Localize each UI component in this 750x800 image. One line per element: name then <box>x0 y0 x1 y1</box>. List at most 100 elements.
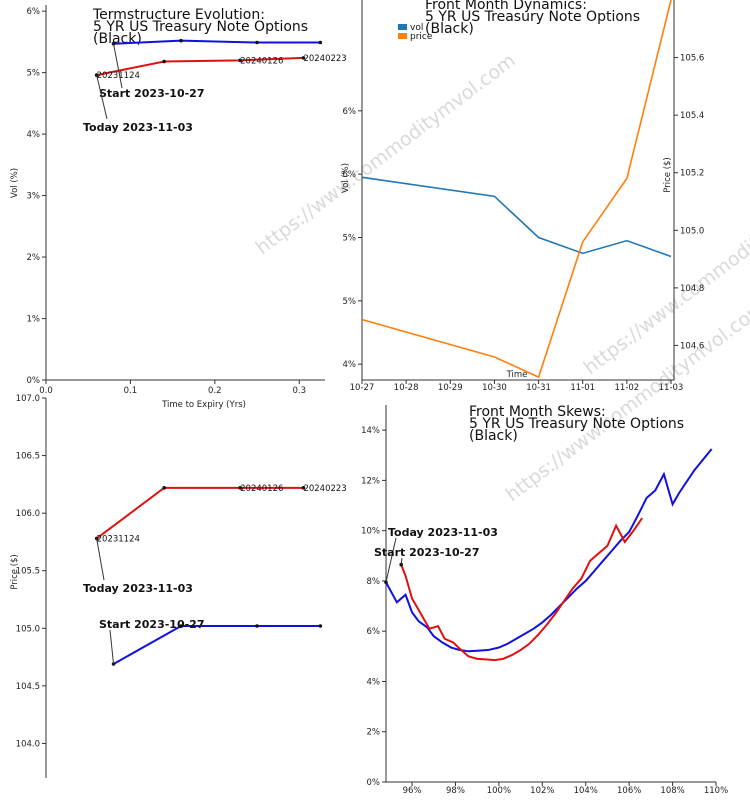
y-right-tick-label: 105.0 <box>680 226 704 236</box>
y-tick-label: 5% <box>27 69 41 79</box>
legend-label-vol: vol <box>410 23 423 33</box>
legend-swatch-vol <box>398 24 407 30</box>
point-label: 20240126 <box>240 484 283 494</box>
y-tick-label: 107.0 <box>16 394 40 404</box>
x-tick-label: 104% <box>574 786 598 796</box>
data-point <box>238 486 242 490</box>
data-point <box>255 40 259 45</box>
x-tick-label: 0.2 <box>208 386 222 396</box>
chart-title-line: (Black) <box>425 21 474 37</box>
chart-title-line: 5 YR US Treasury Note Options <box>93 19 308 35</box>
legend-label-price: price <box>410 32 433 42</box>
series-line-vol <box>361 176 672 258</box>
annotation-start: Start 2023-10-27 <box>374 546 479 559</box>
y-tick-label: 4% <box>27 130 41 140</box>
y-right-tick-label: 104.6 <box>680 341 704 351</box>
x-tick-label: 10-27 <box>350 383 375 393</box>
x-tick-label: 0.3 <box>292 386 306 396</box>
x-tick-label: 96% <box>403 786 422 796</box>
x-tick-label: 0.0 <box>39 386 53 396</box>
point-label: 20231124 <box>97 71 140 81</box>
data-point <box>238 58 242 63</box>
y-tick-label: 106.0 <box>16 509 40 519</box>
legend-swatch-price <box>398 33 407 39</box>
point-label: 20240223 <box>303 54 346 64</box>
chart-title-line: (Black) <box>93 31 142 47</box>
y-right-tick-label: 105.2 <box>680 169 704 179</box>
data-point <box>111 41 116 46</box>
annotation-leader <box>385 537 397 583</box>
y-axis-label: Price ($) <box>10 554 20 589</box>
y-tick-label: 12% <box>361 476 380 486</box>
y-tick-label: 0% <box>27 376 41 386</box>
y-right-tick-label: 104.8 <box>680 284 704 294</box>
y-tick-label: 5% <box>343 297 357 307</box>
annotation-today: Today 2023-11-03 <box>388 526 498 539</box>
chart-title-line: (Black) <box>469 428 518 444</box>
y-tick-label: 6% <box>27 7 41 17</box>
y-right-tick-label: 105.4 <box>680 111 704 121</box>
annotation-today: Today 2023-11-03 <box>83 582 193 595</box>
y-tick-label: 2% <box>27 253 41 263</box>
y-tick-label: 5% <box>343 234 357 244</box>
data-point <box>318 40 323 45</box>
x-tick-label: 10-29 <box>438 383 463 393</box>
series-line <box>385 448 713 653</box>
front-month-skews-chart: Front Month Skews: 5 YR US Treasury Note… <box>361 404 728 796</box>
y-tick-label: 6% <box>367 627 381 637</box>
front-month-dynamics-chart: Front Month Dynamics: 5 YR US Treasury N… <box>341 0 704 393</box>
y-tick-label: 3% <box>27 192 41 202</box>
annotation-leader <box>109 629 115 665</box>
data-point <box>179 624 183 628</box>
annotation-leader <box>96 538 105 581</box>
data-point <box>301 56 306 60</box>
x-tick-label: 10-28 <box>394 383 419 393</box>
y-right-tick-label: 105.6 <box>680 54 704 64</box>
x-tick-label: 11-02 <box>615 383 640 393</box>
y-tick-label: 0% <box>367 778 381 788</box>
series-line-price <box>361 0 672 379</box>
axis-line <box>361 0 675 381</box>
x-tick-label: 106% <box>617 786 641 796</box>
watermark-top: https://www.commoditymvol.com <box>252 49 520 259</box>
x-tick-label: 10-31 <box>526 383 551 393</box>
x-tick-label: 98% <box>446 786 465 796</box>
annotation-leader <box>96 74 108 120</box>
data-point <box>94 536 99 541</box>
y-tick-label: 105.5 <box>16 567 40 577</box>
data-point <box>255 624 259 628</box>
series-line <box>113 625 321 665</box>
y-tick-label: 104.0 <box>16 739 40 749</box>
y-tick-label: 104.5 <box>16 682 40 692</box>
y-tick-label: 6% <box>343 170 357 180</box>
series-line <box>96 56 304 77</box>
y-tick-label: 1% <box>27 315 41 325</box>
chart-title-line: 5 YR US Treasury Note Options <box>469 416 684 432</box>
data-point <box>301 486 306 490</box>
y-tick-label: 106.5 <box>16 452 40 462</box>
term-structure-price-chart: Price ($) 104.0 104.5 105.0 105.5 106.0 106.5… <box>10 394 347 778</box>
point-label: 20240223 <box>303 484 346 494</box>
x-axis-label: Time <box>506 370 528 380</box>
chart-title-line: Termstructure Evolution: <box>92 7 265 23</box>
annotation-leader <box>400 557 403 565</box>
x-tick-label: 110% <box>704 786 728 796</box>
chart-title-line: Front Month Skews: <box>469 404 606 420</box>
data-point <box>162 486 166 490</box>
x-tick-label: 100% <box>487 786 511 796</box>
y-tick-label: 8% <box>367 577 381 587</box>
data-point <box>318 624 323 628</box>
y-axis-label-right: Price ($) <box>663 157 673 192</box>
y-tick-label: 4% <box>343 360 357 370</box>
chart-title-line: 5 YR US Treasury Note Options <box>425 9 640 25</box>
annotation-leader <box>113 43 123 89</box>
x-tick-label: 0.1 <box>124 386 138 396</box>
annotation-start: Start 2023-10-27 <box>99 87 204 100</box>
y-tick-label: 6% <box>343 107 357 117</box>
data-point <box>179 38 183 43</box>
y-axis-label: Vol (%) <box>10 168 20 198</box>
y-tick-label: 10% <box>361 527 380 537</box>
chart-title-line: Front Month Dynamics: <box>425 0 587 13</box>
series-line <box>113 39 321 45</box>
